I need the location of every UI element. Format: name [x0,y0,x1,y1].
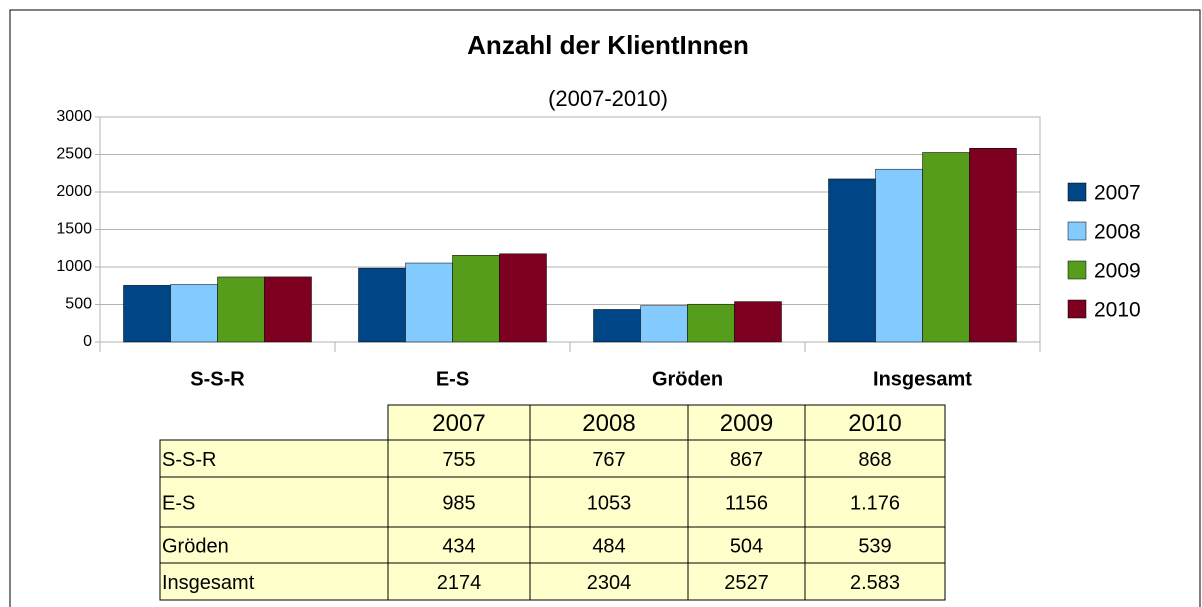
bar [123,285,171,343]
table-value: 767 [592,449,625,471]
y-tick-label: 2000 [56,183,92,200]
chart-subtitle: (2007-2010) [548,86,668,111]
y-tick-label: 0 [83,333,92,350]
table-cell [387,562,531,601]
table-cell [529,476,689,528]
table-row-label: E-S [162,492,195,514]
bar [593,309,641,343]
table-cell [687,439,806,478]
bar [452,255,500,343]
legend-label: 2009 [1094,260,1141,283]
table-value: 755 [442,449,475,471]
bar [264,276,312,343]
table-cell [687,476,806,528]
table-value: 1156 [725,492,768,514]
table-cell [387,404,531,441]
table-cell [159,562,389,601]
legend-swatch [1067,182,1087,202]
y-tick-label: 3000 [56,108,92,125]
table-value: 434 [442,535,475,557]
y-tick-label: 1000 [56,258,92,275]
table-cell [804,562,946,601]
bar [875,168,923,343]
bar [734,301,782,343]
table-cell [387,476,531,528]
table-value: 2174 [437,572,482,594]
table-value: 504 [730,535,763,557]
y-tick-label: 1500 [56,221,92,238]
x-tick-label: E-S [436,368,469,390]
bar [499,253,547,343]
bar [828,178,876,343]
chart-title: Anzahl der KlientInnen [467,30,749,60]
bar [170,284,218,343]
table-value: 539 [858,535,891,557]
table-cell [159,476,389,528]
y-tick-label: 2500 [56,146,92,163]
table-value: 867 [730,449,763,471]
table-cell [529,439,689,478]
legend-label: 2010 [1094,299,1141,322]
table-value: 2304 [587,572,632,594]
table-value: 2527 [724,572,769,594]
bar [405,262,453,343]
table-cell [529,404,689,441]
table-value: 484 [592,535,625,557]
table-cell [159,526,389,564]
table-row-label: Gröden [162,535,229,557]
bar [922,152,970,343]
table-cell [529,526,689,564]
table-value: 1.176 [850,492,900,514]
bar [217,276,265,343]
table-row-label: S-S-R [162,449,216,471]
table-cell [529,562,689,601]
legend-label: 2008 [1094,221,1141,244]
x-tick-label: Gröden [652,368,723,390]
table-header: 2007 [432,410,485,437]
bar [640,305,688,343]
table-value: 2.583 [850,572,900,594]
table-header: 2010 [848,410,901,437]
y-tick-label: 500 [65,296,92,313]
bar [969,148,1017,343]
table-cell [804,526,946,564]
table-cell [804,404,946,441]
table-value: 985 [442,492,475,514]
x-tick-label: S-S-R [190,368,245,390]
table-row-label: Insgesamt [162,572,255,594]
bar [687,303,735,343]
legend-swatch [1067,260,1087,280]
bar [358,267,406,343]
x-tick-label: Insgesamt [873,368,972,390]
legend-swatch [1067,299,1087,319]
table-value: 1053 [587,492,632,514]
legend-label: 2007 [1094,182,1141,205]
legend-swatch [1067,221,1087,241]
table-cell [804,439,946,478]
table-value: 868 [858,449,891,471]
table-cell [804,476,946,528]
table-header: 2009 [720,410,773,437]
table-header: 2008 [582,410,635,437]
